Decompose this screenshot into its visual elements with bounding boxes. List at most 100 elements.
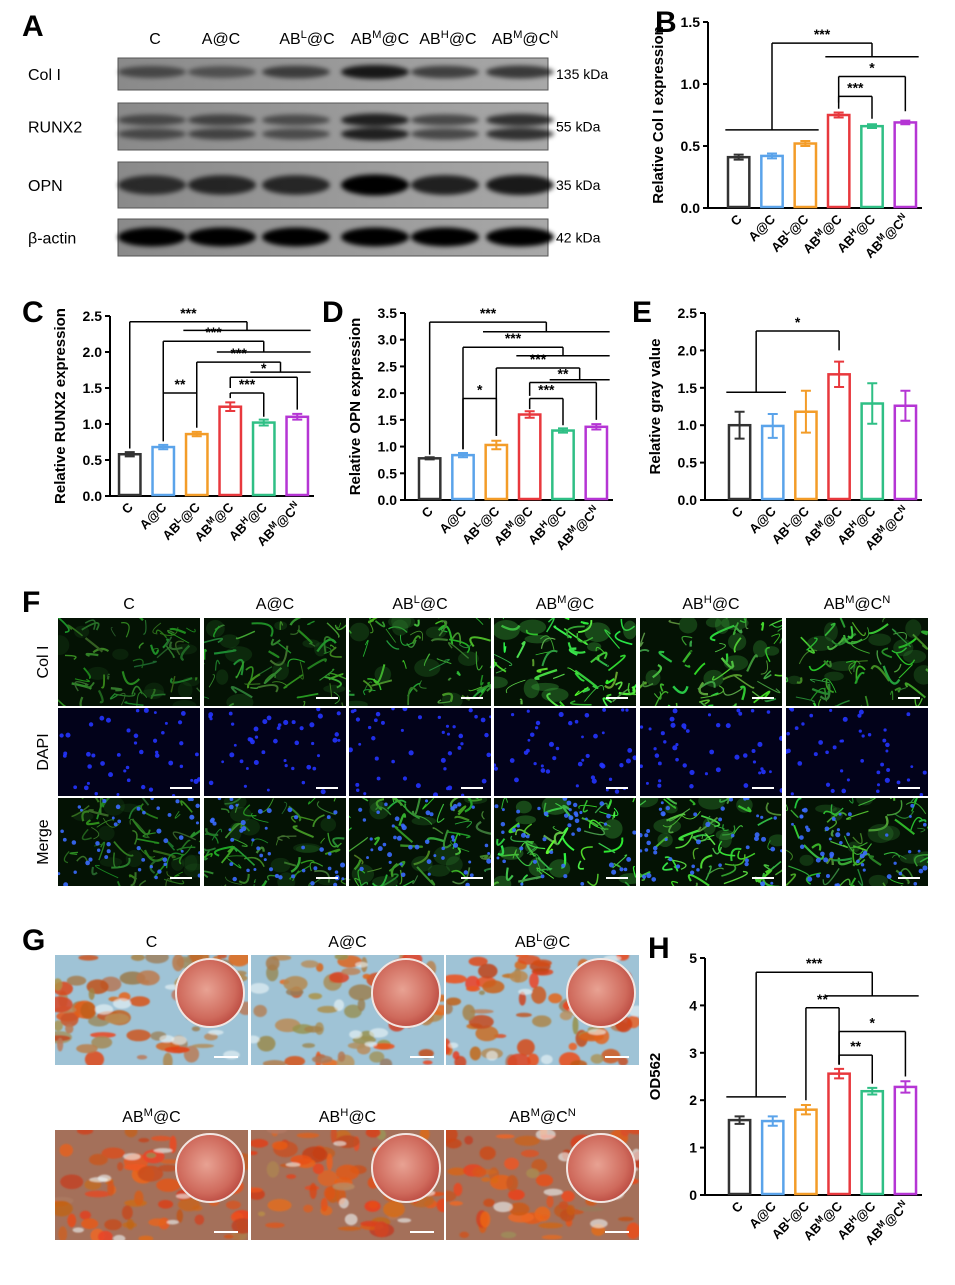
nucleus [754, 832, 760, 838]
nucleus [301, 868, 306, 873]
fiber [894, 810, 915, 819]
nucleus [246, 868, 250, 873]
deposit [262, 1060, 287, 1065]
nucleus [457, 802, 462, 807]
fiber [502, 618, 505, 620]
deposit [483, 1198, 495, 1208]
fiber [700, 685, 724, 699]
nucleus [152, 738, 158, 743]
nucleus [770, 881, 774, 885]
nucleus [799, 835, 804, 840]
nucleus [154, 753, 160, 758]
deposit [347, 1042, 366, 1049]
nucleus [367, 725, 372, 730]
y-tick-label: 1 [689, 1140, 697, 1156]
fiber [155, 629, 168, 639]
fiber [204, 870, 214, 879]
panel-letter: C [22, 296, 44, 329]
deposit [251, 1150, 258, 1156]
fiber [559, 700, 566, 706]
fiber [847, 626, 854, 639]
fiber [574, 672, 585, 682]
deposit [84, 1051, 105, 1065]
nucleus [319, 847, 324, 852]
fiber [870, 665, 891, 682]
micrograph [58, 798, 200, 886]
column-label-part: @C [153, 1109, 181, 1126]
column-label-part: C [123, 596, 135, 613]
cell-glow [877, 825, 901, 841]
nucleus [644, 833, 649, 838]
micrograph [251, 1130, 444, 1240]
fiber [724, 854, 746, 866]
cell-glow [815, 804, 837, 813]
band [341, 113, 409, 127]
fiber [96, 819, 115, 828]
micrograph [640, 618, 782, 706]
nucleus [73, 785, 78, 790]
nucleus [626, 857, 632, 862]
fiber [580, 846, 593, 861]
column-label-part: AB [515, 934, 536, 951]
fiber [891, 854, 907, 860]
deposit [568, 1042, 578, 1051]
cell-glow [494, 619, 520, 640]
bright-spot [113, 1234, 126, 1240]
nucleus [825, 873, 830, 878]
bar [827, 1072, 851, 1196]
nucleus [534, 726, 539, 730]
fiber [745, 618, 749, 630]
nucleus [715, 767, 721, 773]
cell-glow [225, 646, 253, 663]
fiber [746, 654, 758, 672]
error-bar [734, 410, 745, 440]
nucleus [486, 752, 491, 758]
deposit [453, 1182, 463, 1197]
fiber [413, 850, 431, 866]
lane-label-part: AB [492, 31, 513, 48]
nucleus [427, 872, 431, 876]
x-tick-label-part: L [781, 226, 792, 237]
cell-glow [411, 816, 437, 826]
deposit [146, 1152, 157, 1159]
deposit [480, 1211, 491, 1228]
deposit [383, 1201, 405, 1218]
nucleus [501, 808, 505, 812]
fiber [283, 674, 304, 689]
fiber [525, 629, 538, 636]
deposit [373, 1043, 395, 1050]
micrograph [446, 1130, 639, 1240]
cell-glow [425, 626, 447, 639]
fiber [883, 852, 901, 858]
nucleus [608, 777, 613, 782]
cell-glow [824, 671, 844, 681]
error-bar [834, 360, 845, 389]
fiber [786, 804, 789, 811]
deposit [446, 997, 462, 1006]
fiber [85, 652, 99, 657]
bar [760, 1119, 785, 1196]
nucleus [856, 859, 860, 864]
deposit [362, 973, 371, 980]
bar [794, 1108, 818, 1196]
nucleus [208, 780, 214, 786]
bar [726, 155, 751, 209]
deposit [60, 1174, 84, 1190]
fiber [561, 835, 575, 852]
fiber [654, 691, 669, 706]
nucleus [573, 802, 578, 808]
lane-label-part: AB [351, 31, 372, 48]
nucleus [481, 778, 487, 784]
nucleus [291, 874, 296, 879]
nucleus [233, 743, 237, 747]
x-tick-label: C [419, 503, 437, 521]
fiber [632, 683, 636, 692]
cell-glow [867, 824, 894, 844]
fiber [204, 849, 211, 861]
fiber [581, 817, 599, 827]
nucleus [229, 862, 234, 867]
fiber [576, 633, 594, 643]
nucleus [625, 708, 629, 712]
nucleus [828, 837, 832, 841]
fiber [479, 854, 489, 860]
